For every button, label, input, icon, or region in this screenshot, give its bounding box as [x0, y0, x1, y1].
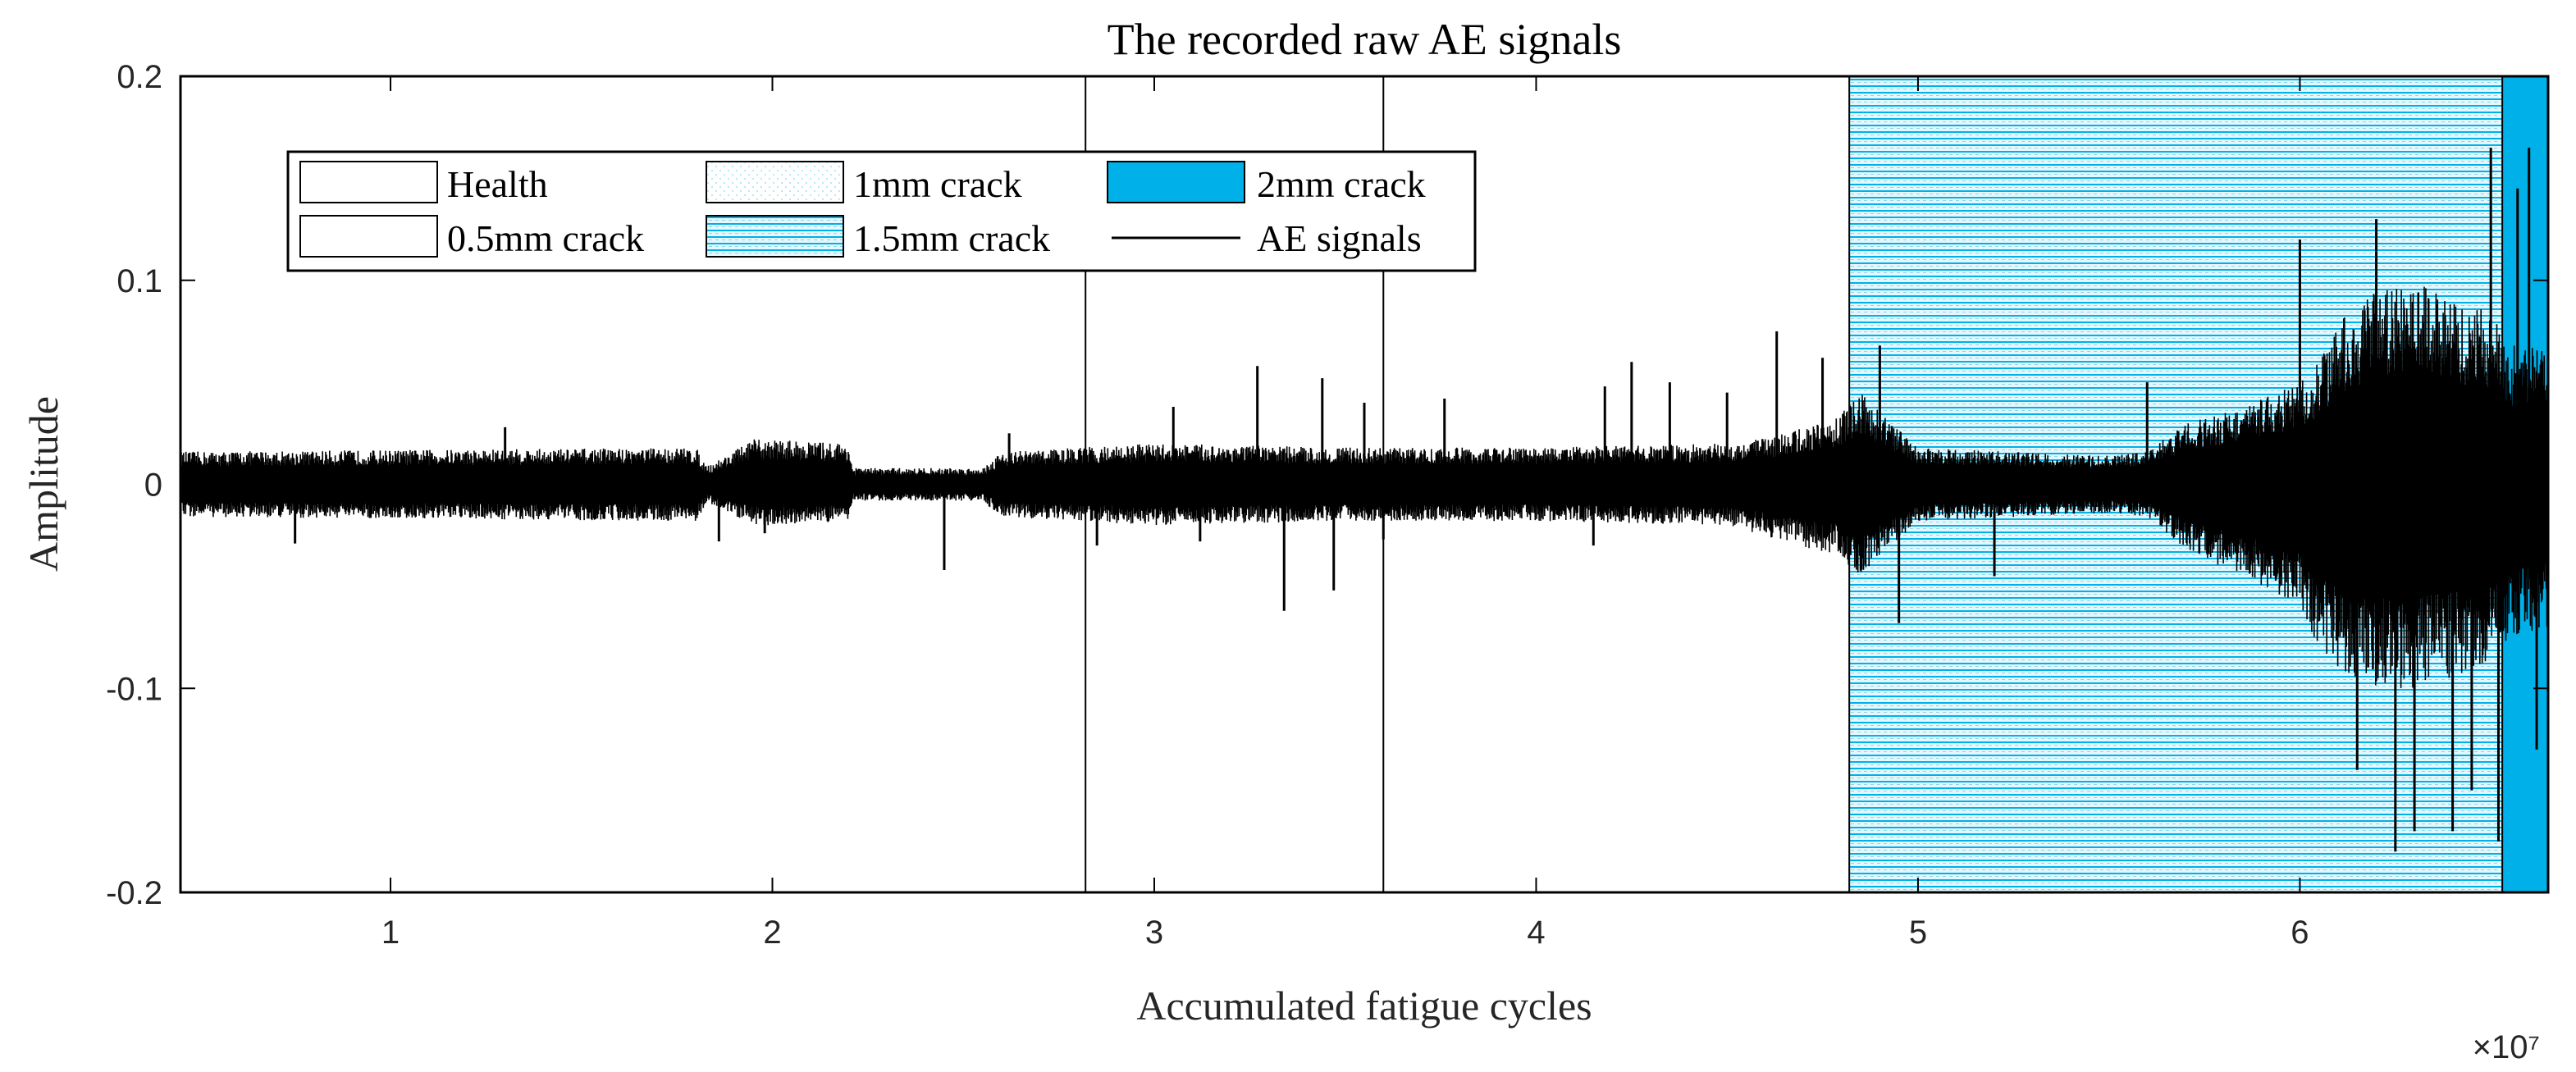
- axis-tick-layer: 1 2 3 4 5 6 0.2 0.1 0 -0.1 -0.2: [106, 59, 2548, 951]
- legend-label-0-5mm: 0.5mm crack: [447, 217, 644, 259]
- y-tick-label: -0.2: [106, 875, 162, 911]
- legend-label-ae-signals: AE signals: [1257, 217, 1422, 259]
- x-exponent-label: ×10⁷: [2473, 1029, 2540, 1065]
- x-tick-label: 5: [1909, 915, 1927, 951]
- x-tick-label: 2: [763, 915, 781, 951]
- y-tick-label: 0.2: [116, 59, 162, 95]
- legend-label-1mm: 1mm crack: [853, 163, 1022, 205]
- y-tick-label: 0: [144, 468, 162, 504]
- y-axis-label: Amplitude: [21, 396, 66, 572]
- legend-label-1-5mm: 1.5mm crack: [853, 217, 1050, 259]
- legend-label-2mm: 2mm crack: [1257, 163, 1426, 205]
- x-tick-label: 4: [1527, 915, 1545, 951]
- x-tick-label: 3: [1145, 915, 1163, 951]
- x-axis-label: Accumulated fatigue cycles: [1136, 983, 1592, 1029]
- y-tick-label: -0.1: [106, 671, 162, 707]
- legend-swatch-2mm: [1107, 161, 1245, 203]
- legend-swatch-health: [299, 161, 438, 203]
- legend-swatch-1-5mm: [706, 215, 844, 258]
- y-tick-label: 0.1: [116, 263, 162, 299]
- x-tick-label: 6: [2291, 915, 2309, 951]
- legend-swatch-1mm: [706, 161, 844, 203]
- legend-swatch-0-5mm: [299, 215, 438, 258]
- legend-box: [286, 150, 1477, 272]
- x-tick-label: 1: [381, 915, 400, 951]
- legend: Health 1mm crack 2mm crack 0.5mm crack 1…: [286, 150, 1477, 272]
- chart-title: The recorded raw AE signals: [1108, 15, 1622, 64]
- legend-label-health: Health: [447, 163, 548, 205]
